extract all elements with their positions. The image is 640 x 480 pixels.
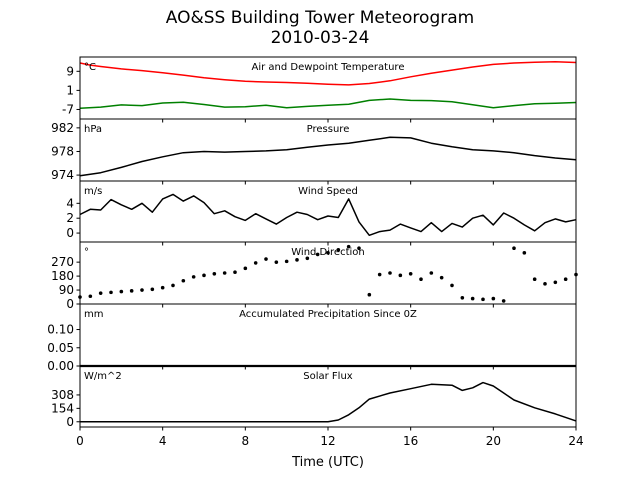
- panel-3-series-0-point: [439, 275, 444, 280]
- panel-3-series-0-point: [491, 296, 496, 301]
- panel-4-title: Accumulated Precipitation Since 0Z: [239, 309, 417, 320]
- panel-2-series-0-line: [79, 193, 577, 237]
- panel-5-title: Solar Flux: [303, 371, 353, 382]
- panel-3-y-tick-label: 90: [59, 283, 74, 297]
- panel-3-series-0-point: [171, 283, 175, 288]
- panel-3-series-0-point: [119, 289, 124, 294]
- panel-5-y-tick-label: 308: [51, 388, 74, 402]
- panel-0-title: Air and Dewpoint Temperature: [252, 62, 405, 73]
- x-tick-label: 16: [403, 434, 418, 448]
- chart-title: AO&SS Building Tower Meteorogram: [165, 8, 475, 28]
- panel-3-series-0-point: [305, 256, 310, 261]
- panel-3-series-0-point: [543, 282, 547, 286]
- panel-3-series-0-point: [98, 291, 103, 295]
- panel-3-series-0-point: [315, 252, 320, 257]
- panel-4-y-tick-label: 0.05: [47, 341, 74, 355]
- panel-3-series-0-point: [470, 296, 475, 301]
- panel-3-series-0-point: [202, 273, 206, 278]
- panel-3-series-0-point: [357, 246, 361, 250]
- panel-3-series-0-point: [160, 285, 165, 290]
- panel-3-series-0-point: [243, 266, 248, 271]
- panel-0-y-tick-label: -7: [62, 102, 74, 116]
- panel-2-title: Wind Speed: [298, 186, 358, 197]
- panel-0-series-0-line: [79, 61, 577, 86]
- panel-1-series-0-line: [79, 136, 577, 177]
- panel-5-unit-label: W/m^2: [84, 371, 122, 382]
- panel-3-series-0-point: [212, 271, 217, 276]
- panel-3-series-0-point: [367, 292, 372, 297]
- panel-3-series-0-point: [398, 273, 403, 278]
- x-tick-label: 24: [568, 434, 583, 448]
- panel-1-y-tick-label: 974: [51, 168, 74, 182]
- panel-3-series-0-point: [419, 277, 423, 282]
- panel-3-y-tick-label: 180: [51, 269, 74, 283]
- x-tick-label: 20: [486, 434, 501, 448]
- panel-3-series-0-point: [191, 275, 196, 279]
- panel-3-series-0-point: [346, 244, 351, 249]
- panel-3-series-0-point: [295, 258, 299, 262]
- x-axis-label: Time (UTC): [291, 455, 364, 470]
- panel-3-series-0-point: [129, 289, 134, 293]
- panel-2-y-tick-label: 2: [66, 211, 74, 225]
- panel-3-series-0-point: [284, 259, 289, 264]
- panel-3-series-0-point: [150, 287, 155, 292]
- panel-5-series-0-line: [80, 381, 577, 423]
- panel-5-y-tick-label: 0: [66, 415, 74, 429]
- panel-3-series-0-point: [450, 283, 454, 288]
- panel-3-series-0-point: [388, 271, 392, 275]
- panel-3-series-0-point: [460, 296, 465, 300]
- panel-3-series-0-point: [336, 247, 341, 252]
- panel-4-y-tick-label: 0.00: [47, 359, 74, 373]
- panel-3-series-0-point: [481, 297, 485, 302]
- panel-3-series-0-point: [274, 260, 279, 264]
- panel-3-series-0-point: [553, 280, 558, 285]
- panel-3-series-0-point: [501, 299, 506, 303]
- panel-3-series-0-point: [563, 277, 568, 282]
- x-tick-label: 12: [320, 434, 335, 448]
- panel-1-unit-label: hPa: [84, 124, 102, 135]
- panel-3-series-0-point: [222, 271, 227, 275]
- panel-3-series-0-point: [326, 251, 330, 255]
- panel-3-series-0-point: [88, 294, 93, 299]
- panel-4-unit-label: mm: [84, 309, 103, 320]
- panel-2-y-tick-label: 4: [66, 196, 74, 210]
- panel-0-y-tick-label: 9: [66, 64, 74, 78]
- chart-subtitle: 2010-03-24: [270, 28, 370, 48]
- panel-4-y-tick-label: 0.10: [47, 323, 74, 337]
- panel-3-y-tick-label: 270: [51, 255, 74, 269]
- panel-3-title: Wind Direction: [291, 247, 365, 258]
- panel-0-series-1-line: [79, 98, 577, 110]
- x-tick-label: 8: [242, 434, 250, 448]
- panel-3-series-0-point: [408, 271, 413, 276]
- panel-3-series-0-point: [264, 257, 268, 261]
- panel-0-y-tick-label: 1: [66, 83, 74, 97]
- panel-1-y-tick-label: 978: [51, 144, 74, 158]
- panel-3-series-0-point: [233, 270, 237, 275]
- panel-0-unit-label: °C: [84, 62, 96, 73]
- panel-3-series-0-point: [532, 277, 537, 282]
- panel-3-series-0-point: [522, 251, 527, 255]
- panel-2-unit-label: m/s: [84, 186, 102, 197]
- panel-3-series-0-point: [140, 288, 144, 292]
- panel-3-series-0-point: [253, 261, 258, 265]
- panel-3-series-0-point: [377, 272, 382, 277]
- panel-1-title: Pressure: [307, 124, 350, 135]
- panel-2-y-tick-label: 0: [66, 226, 74, 240]
- x-tick-label: 4: [159, 434, 167, 448]
- panel-3-series-0-point: [512, 246, 516, 250]
- panel-1-y-tick-label: 982: [51, 121, 74, 135]
- panel-3-series-0-point: [181, 278, 186, 283]
- panel-3-series-0-point: [109, 290, 113, 295]
- panel-3-unit-label: °: [84, 247, 89, 258]
- panel-3-series-0-point: [429, 271, 434, 275]
- panel-5-y-tick-label: 154: [51, 401, 74, 415]
- panel-3-y-tick-label: 0: [66, 297, 74, 311]
- x-tick-label: 0: [76, 434, 84, 448]
